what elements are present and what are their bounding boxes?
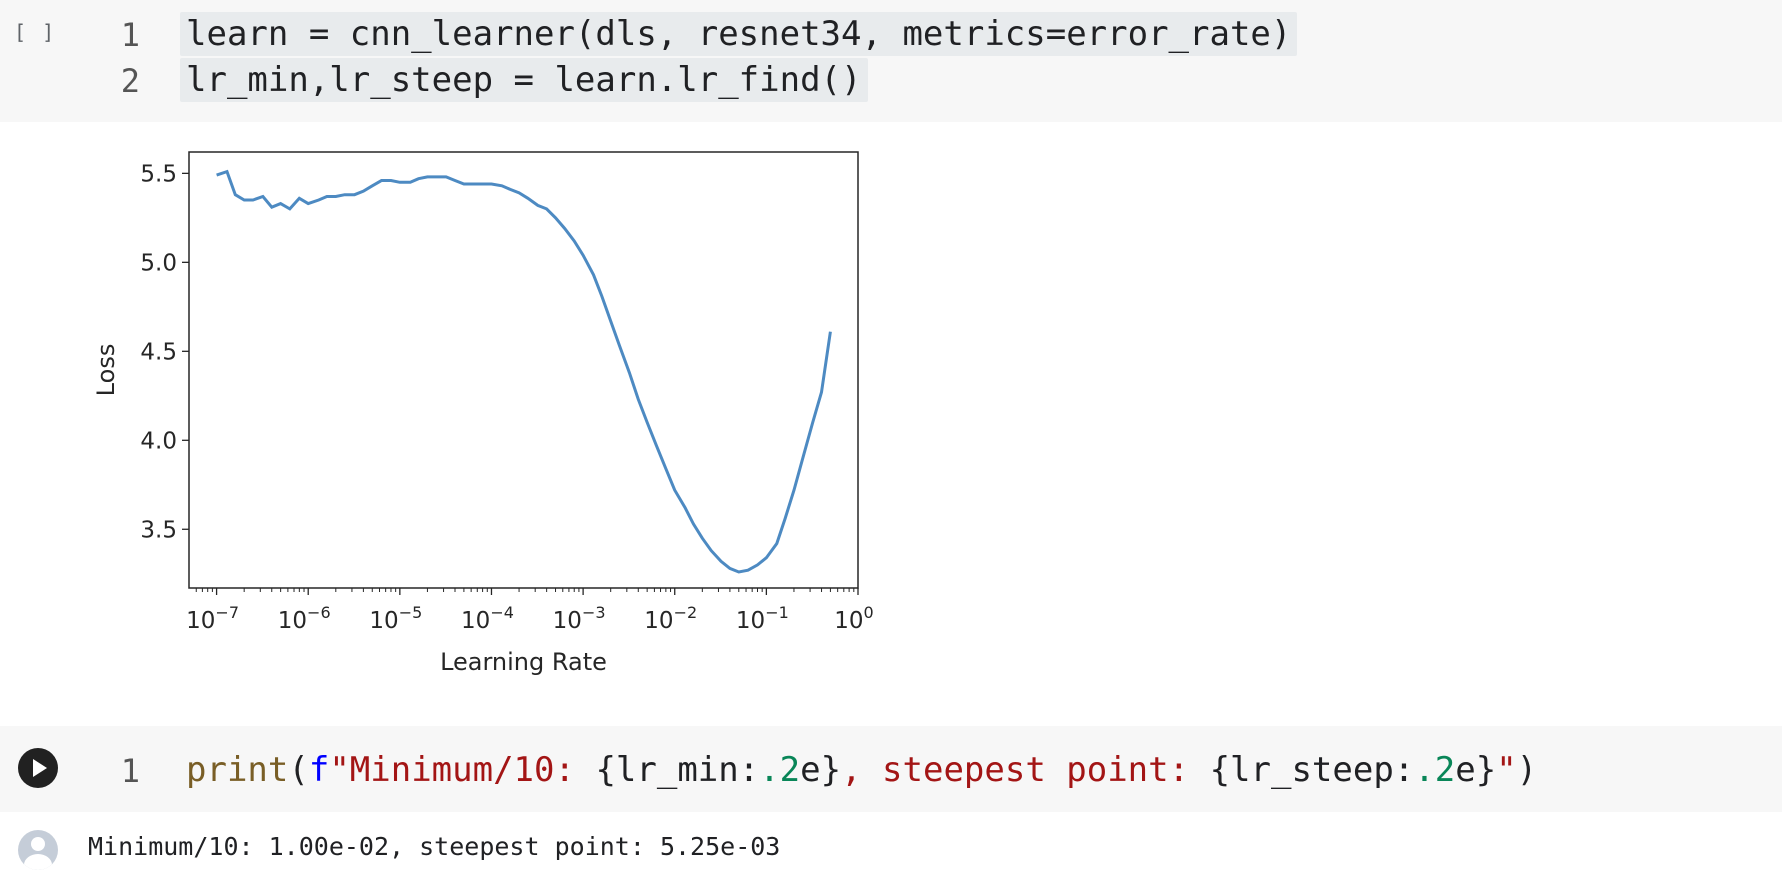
lr-find-chart: 10−7 10−6 10−5 10−4 10−3 10−2 10−1 100 3.5 4.0 4.5… xyxy=(92,151,874,676)
code-line[interactable]: lr_min,lr_steep = learn.lr_find() xyxy=(180,58,868,102)
x-tick-label: 10−6 xyxy=(278,603,331,634)
run-cell-button[interactable]: [ ] xyxy=(14,20,57,44)
x-axis-label: Learning Rate xyxy=(440,648,607,676)
y-tick-label: 4.5 xyxy=(140,339,177,365)
x-tick-label: 10−3 xyxy=(553,603,606,634)
user-avatar-icon xyxy=(18,830,58,870)
x-tick-label: 10−5 xyxy=(369,603,422,634)
line-number: 1 xyxy=(120,752,140,790)
code-cell-1[interactable]: [ ] 1 learn = cnn_learner(dls, resnet34,… xyxy=(0,0,1782,122)
line-number: 1 xyxy=(120,16,140,54)
code-line[interactable]: print(f"Minimum/10: {lr_min:.2e}, steepe… xyxy=(180,748,1543,792)
x-tick-label: 10−7 xyxy=(186,603,239,634)
token-fstring-prefix: f xyxy=(308,750,330,790)
x-tick-label: 10−1 xyxy=(736,603,789,634)
y-tick-label: 3.5 xyxy=(140,517,177,543)
token-string: "Minimum/10: xyxy=(329,750,596,790)
line-number: 2 xyxy=(120,62,140,100)
y-tick-label: 5.0 xyxy=(140,250,177,276)
code-line[interactable]: learn = cnn_learner(dls, resnet34, metri… xyxy=(180,12,1298,56)
y-tick-label: 4.0 xyxy=(140,428,177,454)
token-expr: {lr_min: xyxy=(595,750,760,790)
y-tick-label: 5.5 xyxy=(140,161,177,187)
x-tick-label: 10−2 xyxy=(644,603,697,634)
token-number: .2 xyxy=(759,750,801,790)
cell-output-text: Minimum/10: 1.00e-02, steepest point: 5.… xyxy=(88,832,781,861)
token-paren: ) xyxy=(1516,750,1538,790)
run-cell-button[interactable] xyxy=(18,748,58,788)
token-expr: e} xyxy=(1455,750,1497,790)
y-axis-label: Loss xyxy=(92,344,120,397)
token-paren: ( xyxy=(288,750,309,790)
token-expr: {lr_steep: xyxy=(1209,750,1415,790)
token-string: , steepest point: xyxy=(841,750,1210,790)
token-string: " xyxy=(1496,750,1517,790)
x-tick-label: 10−4 xyxy=(461,603,514,634)
token-expr: e} xyxy=(800,750,842,790)
token-function: print xyxy=(186,750,289,790)
token-number: .2 xyxy=(1414,750,1456,790)
code-cell-2[interactable]: 1 print(f"Minimum/10: {lr_min:.2e}, stee… xyxy=(0,726,1782,812)
chart-axes: 10−7 10−6 10−5 10−4 10−3 10−2 10−1 100 3.5 4.0 4.5… xyxy=(140,151,874,634)
plot-frame xyxy=(188,151,859,589)
loss-series-line xyxy=(216,169,832,574)
x-tick-label: 100 xyxy=(834,603,873,634)
